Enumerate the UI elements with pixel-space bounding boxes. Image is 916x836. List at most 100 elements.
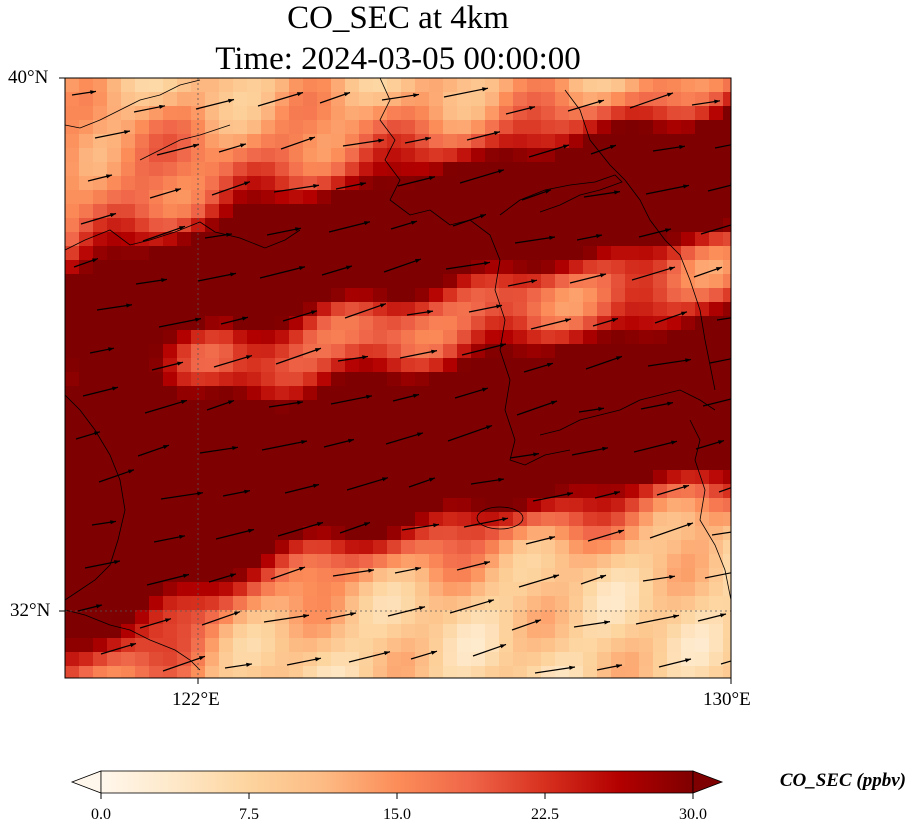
wind-arrow-head: [612, 318, 618, 323]
wind-arrow-head: [299, 567, 305, 571]
wind-arrow: [461, 343, 507, 356]
wind-arrow-head: [614, 491, 620, 496]
colorbar-body: [100, 770, 694, 794]
wind-arrow-head: [348, 438, 354, 443]
wind-arrow-head: [384, 651, 390, 656]
coastline-yalu: [499, 174, 623, 216]
wind-arrow: [346, 477, 389, 491]
wind-arrow-head: [313, 483, 319, 488]
wind-arrow-head: [488, 599, 494, 604]
wind-arrow: [199, 446, 239, 454]
wind-arrow-head: [240, 143, 246, 148]
wind-arrow-head: [96, 604, 102, 609]
wind-arrow: [268, 401, 304, 408]
wind-arrow-head: [382, 477, 388, 482]
wind-arrow-head: [175, 188, 181, 193]
wind-arrow-head: [360, 182, 366, 187]
wind-arrow: [654, 311, 688, 324]
wind-arrow-head: [482, 87, 488, 92]
wind-arrow-head: [669, 575, 675, 580]
wind-arrow: [270, 566, 306, 580]
wind-arrow: [284, 483, 320, 494]
wind-arrow-head: [161, 278, 167, 283]
wind-arrow-head: [716, 267, 722, 272]
wind-arrow: [160, 492, 204, 500]
wind-arrow-head: [181, 400, 187, 404]
wind-arrow: [472, 643, 507, 657]
wind-arrow: [587, 529, 625, 542]
wind-arrow-head: [433, 523, 439, 528]
wind-arrow-head: [533, 452, 539, 457]
wind-arrow: [257, 91, 304, 107]
wind-arrow-head: [419, 606, 425, 611]
wind-arrow-head: [350, 612, 356, 617]
wind-arrow-head: [598, 99, 604, 104]
wind-arrow: [211, 181, 251, 196]
wind-arrow: [82, 386, 119, 397]
wind-arrow-head: [480, 214, 486, 219]
map-title-line1: CO_SEC at 4km: [287, 0, 509, 36]
wind-arrow-head: [687, 522, 693, 527]
wind-arrow: [569, 273, 607, 284]
wind-arrow-head: [415, 566, 421, 571]
wind-arrow: [215, 528, 255, 540]
wind-arrow-head: [197, 491, 203, 496]
wind-arrow-head: [309, 137, 315, 141]
wind-arrow-head: [315, 657, 321, 662]
wind-arrow-head: [234, 611, 240, 616]
wind-arrow-head: [604, 620, 610, 625]
wind-arrow: [649, 522, 694, 539]
wind-arrow-head: [114, 560, 120, 565]
wind-arrow-head: [159, 104, 165, 109]
wind-arrow: [213, 355, 253, 368]
colorbar-extend-low: [70, 770, 102, 794]
wind-arrow-head: [90, 90, 96, 95]
wind-arrow-head: [673, 614, 679, 619]
wind-arrow-head: [482, 387, 488, 392]
wind-arrow-head: [417, 432, 423, 437]
wind-arrow: [534, 666, 576, 674]
wind-arrow-head: [667, 401, 673, 406]
wind-arrow: [532, 492, 574, 502]
wind-arrow-head: [226, 232, 232, 237]
wind-arrow-head: [193, 143, 199, 148]
wind-arrow-head: [163, 445, 169, 449]
wind-arrow: [98, 469, 135, 483]
wind-arrow: [459, 169, 505, 184]
wind-arrow: [720, 660, 731, 665]
colorbar-label: CO_SEC (ppbv): [779, 770, 906, 791]
wind-arrow-head: [411, 220, 417, 225]
wind-arrow-head: [667, 92, 673, 97]
wind-arrow: [645, 184, 690, 195]
wind-arrow: [348, 651, 391, 663]
map-title-line2: Time: 2024-03-05 00:00:00: [215, 41, 581, 77]
wind-arrow-head: [616, 356, 622, 361]
wind-arrow-head: [602, 446, 608, 451]
wind-arrow: [162, 655, 206, 672]
wind-arrow: [707, 184, 731, 192]
wind-arrow: [273, 184, 320, 193]
wind-arrow-head: [429, 477, 435, 482]
wind-arrow-head: [92, 258, 98, 263]
wind-arrow-head: [126, 303, 132, 308]
wind-arrow: [466, 131, 501, 141]
wind-arrow-head: [248, 528, 254, 533]
wind-arrow: [573, 621, 611, 628]
wind-arrow: [266, 227, 302, 236]
wind-arrow: [387, 606, 426, 617]
colorbar-tick-2: 15.0: [383, 806, 411, 823]
wind-arrow-head: [614, 190, 620, 195]
wind-arrow: [261, 440, 308, 451]
wind-arrow-head: [600, 575, 606, 580]
wind-arrow-head: [177, 361, 183, 366]
wind-arrow: [463, 517, 509, 528]
wind-arrow-head: [295, 227, 301, 232]
graticule: [65, 78, 731, 678]
wind-arrow: [201, 611, 241, 626]
wind-arrow-head: [720, 613, 726, 618]
wind-arrow-head: [244, 489, 250, 494]
colorbar-tick-3: 22.5: [531, 806, 559, 823]
wind-arrow-head: [228, 98, 234, 103]
wind-arrow: [259, 266, 306, 279]
wind-arrow: [144, 399, 188, 414]
